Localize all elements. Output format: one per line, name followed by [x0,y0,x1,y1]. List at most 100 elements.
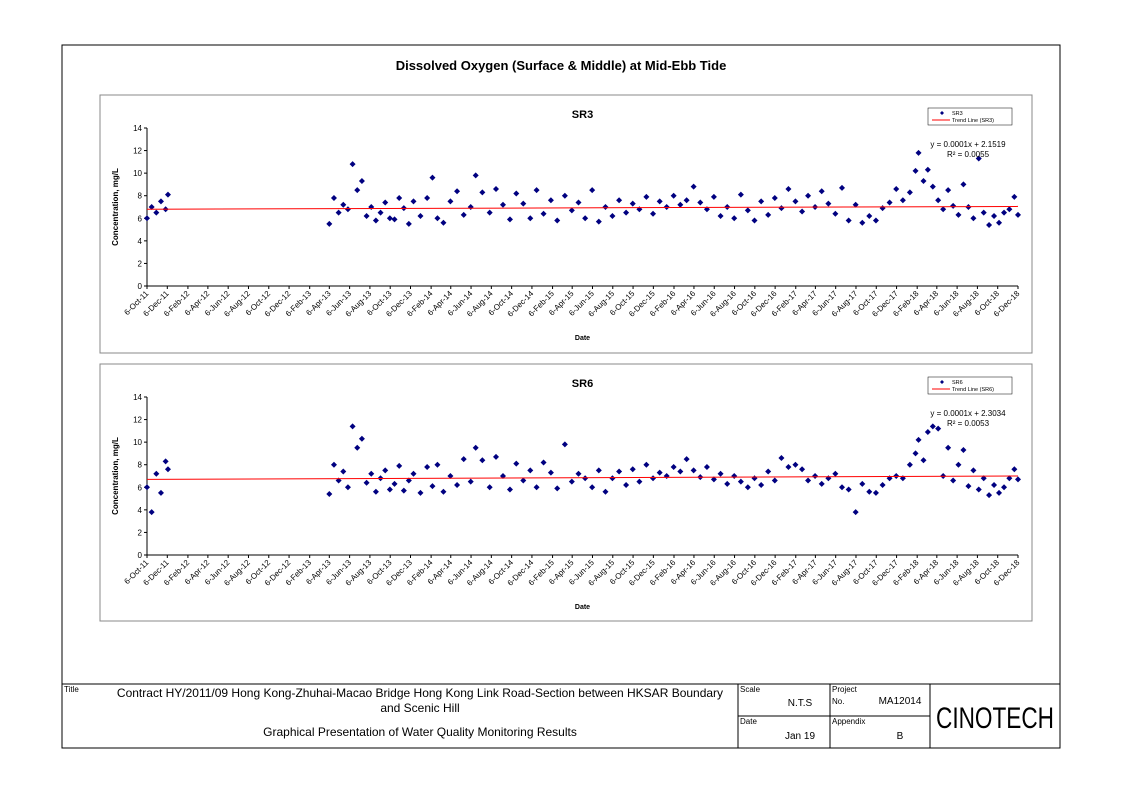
point [636,478,643,485]
point [164,466,171,473]
point [629,200,636,207]
block-label: Project [832,685,858,694]
point [670,463,677,470]
point [663,473,670,479]
point [996,489,1003,496]
point [758,198,765,205]
legend-box [927,107,1013,126]
legend-label: Trend Line (SR3) [952,118,994,124]
point [429,483,436,490]
point [486,209,493,216]
title-block [62,683,1060,748]
point [396,194,403,201]
y-tick-label: 14 [133,124,142,133]
point [839,484,846,491]
point [670,192,677,199]
point [643,193,650,200]
point [382,467,389,474]
point [872,489,879,496]
point [533,484,540,491]
point [778,454,785,461]
point [751,217,758,224]
block-value: N.T.S [788,698,813,709]
point [731,215,738,222]
point [440,219,447,226]
point [656,198,663,205]
point [330,194,337,201]
point [513,190,520,197]
point [595,218,602,225]
point [349,161,356,168]
point [778,205,785,212]
point [991,482,998,489]
point [724,480,731,487]
block-label: No. [832,697,844,706]
block-value: Jan 19 [785,731,815,742]
point [372,217,379,224]
point [540,459,547,466]
point [965,483,972,490]
point [799,466,806,473]
point [589,187,596,194]
y-tick-label: 8 [138,461,143,470]
page-frame [61,44,1061,749]
point [410,198,417,205]
point [872,217,879,224]
point [924,428,931,435]
point [434,215,441,222]
point [825,475,832,482]
page-title: Dissolved Oxygen (Surface & Middle) at M… [396,58,727,73]
point [906,189,913,196]
point [492,453,499,460]
point [386,215,393,222]
point [656,469,663,476]
point [986,492,993,499]
point [960,181,967,188]
point [410,470,417,477]
point [623,482,630,489]
block-title: Contract HY/2011/09 Hong Kong-Zhuhai-Mac… [117,686,723,700]
block-title: and Scenic Hill [380,701,459,715]
point [424,463,431,470]
point [912,450,919,457]
point [751,475,758,482]
point [561,441,568,448]
equation: y = 0.0001x + 2.1519 [930,140,1006,149]
y-tick-label: 10 [133,438,142,447]
point [568,478,575,485]
point [454,482,461,489]
x-axis-label: Date [575,335,590,342]
trend-line [146,205,1019,210]
point [520,477,527,484]
y-axis-label: Concentration, mg/L [111,168,120,246]
point [616,468,623,475]
point [703,463,710,470]
point [382,199,389,206]
equation: y = 0.0001x + 2.3034 [930,409,1006,418]
point [400,487,407,494]
point [157,198,164,205]
y-tick-label: 4 [138,506,143,515]
point [955,211,962,218]
point [527,215,534,222]
point [629,466,636,473]
point [650,210,657,217]
y-tick-label: 2 [138,528,143,537]
legend-label: SR3 [952,111,963,117]
point [326,491,333,498]
point [354,187,361,194]
point [920,178,927,185]
point [950,202,957,209]
point [765,468,772,475]
point [663,204,670,210]
point [986,222,993,229]
point [677,201,684,208]
point [472,172,479,179]
point [372,488,379,495]
y-tick-label: 0 [138,282,143,291]
point [157,489,164,496]
point [164,191,171,198]
point [358,435,365,442]
point [852,509,859,516]
y-tick-label: 2 [138,259,143,268]
